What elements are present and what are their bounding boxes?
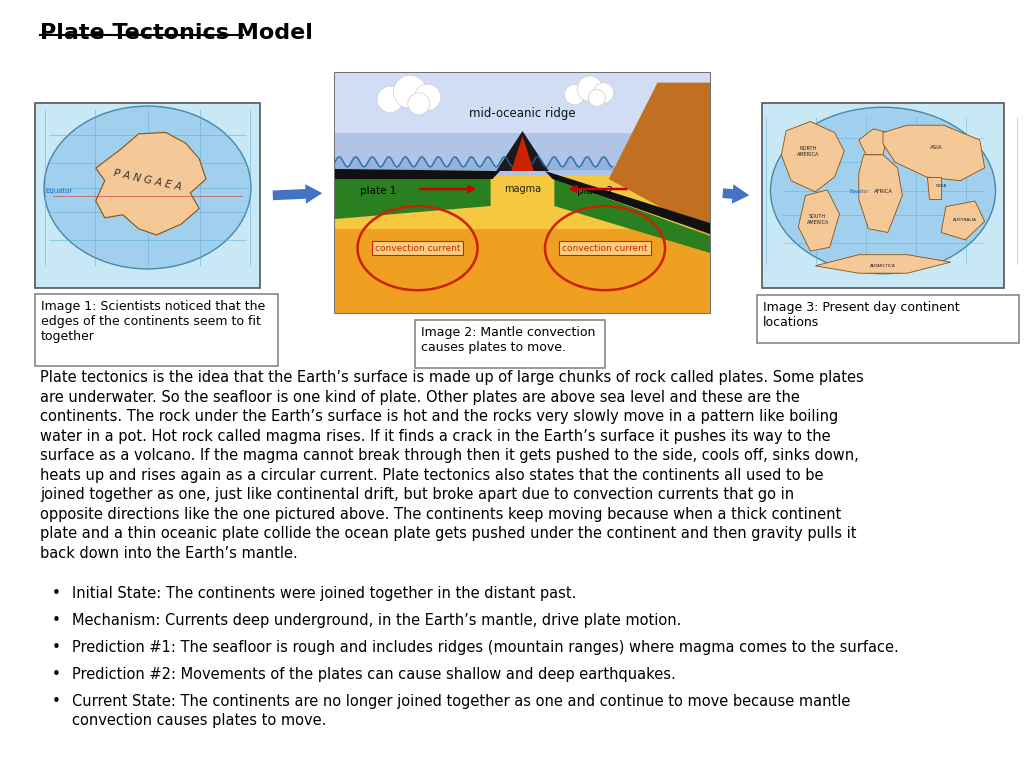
Polygon shape bbox=[859, 155, 902, 233]
Text: mid-oceanic ridge: mid-oceanic ridge bbox=[469, 108, 575, 121]
Circle shape bbox=[578, 76, 603, 101]
FancyBboxPatch shape bbox=[757, 295, 1019, 343]
Text: •: • bbox=[52, 586, 60, 601]
Text: Image 1: Scientists noticed that the
edges of the continents seem to fit
togethe: Image 1: Scientists noticed that the edg… bbox=[41, 300, 265, 343]
Polygon shape bbox=[497, 131, 549, 171]
Text: Equator: Equator bbox=[45, 188, 73, 194]
Text: Image 3: Present day continent
locations: Image 3: Present day continent locations bbox=[763, 301, 959, 329]
FancyBboxPatch shape bbox=[762, 103, 1004, 288]
Text: ANTARCTICA: ANTARCTICA bbox=[870, 263, 896, 268]
Polygon shape bbox=[859, 129, 888, 155]
Polygon shape bbox=[781, 121, 844, 192]
Circle shape bbox=[593, 83, 613, 103]
Text: Prediction #1: The seafloor is rough and includes ridges (mountain ranges) where: Prediction #1: The seafloor is rough and… bbox=[72, 640, 899, 655]
Text: AFRICA: AFRICA bbox=[873, 189, 893, 194]
Polygon shape bbox=[554, 179, 710, 253]
Text: SOUTH
AMERICA: SOUTH AMERICA bbox=[807, 214, 828, 225]
Circle shape bbox=[589, 90, 605, 107]
FancyBboxPatch shape bbox=[35, 103, 260, 288]
Text: plate 1: plate 1 bbox=[360, 186, 396, 196]
FancyBboxPatch shape bbox=[335, 176, 710, 229]
Circle shape bbox=[415, 84, 440, 111]
Polygon shape bbox=[941, 201, 985, 240]
Text: Mechanism: Currents deep underground, in the Earth’s mantle, drive plate motion.: Mechanism: Currents deep underground, in… bbox=[72, 613, 681, 628]
FancyBboxPatch shape bbox=[415, 320, 605, 368]
Ellipse shape bbox=[770, 108, 995, 273]
Text: magma: magma bbox=[504, 184, 541, 194]
Polygon shape bbox=[608, 83, 710, 234]
FancyArrowPatch shape bbox=[272, 184, 323, 204]
Polygon shape bbox=[815, 255, 950, 273]
Text: •: • bbox=[52, 613, 60, 628]
Text: Image 2: Mantle convection
causes plates to move.: Image 2: Mantle convection causes plates… bbox=[421, 326, 595, 354]
Text: INDIA: INDIA bbox=[936, 184, 947, 188]
FancyArrowPatch shape bbox=[722, 184, 750, 204]
Polygon shape bbox=[96, 132, 206, 235]
Text: Initial State: The continents were joined together in the distant past.: Initial State: The continents were joine… bbox=[72, 586, 577, 601]
Circle shape bbox=[377, 86, 403, 113]
Text: Plate Tectonics Model: Plate Tectonics Model bbox=[40, 23, 313, 43]
Polygon shape bbox=[335, 169, 500, 179]
Circle shape bbox=[393, 75, 427, 108]
Text: Plate tectonics is the idea that the Earth’s surface is made up of large chunks : Plate tectonics is the idea that the Ear… bbox=[40, 370, 864, 561]
Text: AUSTRALIA: AUSTRALIA bbox=[953, 217, 977, 221]
FancyBboxPatch shape bbox=[335, 73, 710, 133]
Polygon shape bbox=[883, 125, 985, 180]
Polygon shape bbox=[927, 177, 941, 199]
Text: •: • bbox=[52, 640, 60, 655]
Text: convection current: convection current bbox=[562, 243, 648, 253]
Text: Equator: Equator bbox=[849, 189, 868, 194]
Text: ASIA: ASIA bbox=[930, 145, 942, 150]
Text: plate 2: plate 2 bbox=[577, 186, 613, 196]
Text: •: • bbox=[52, 694, 60, 709]
Text: NORTH
AMERICA: NORTH AMERICA bbox=[797, 146, 819, 157]
Text: Current State: The continents are no longer joined together as one and continue : Current State: The continents are no lon… bbox=[72, 694, 850, 728]
Polygon shape bbox=[799, 190, 840, 251]
Ellipse shape bbox=[44, 106, 251, 269]
Circle shape bbox=[564, 84, 585, 104]
Polygon shape bbox=[511, 136, 534, 171]
FancyBboxPatch shape bbox=[335, 188, 710, 313]
Polygon shape bbox=[335, 179, 490, 219]
FancyBboxPatch shape bbox=[335, 73, 710, 313]
FancyBboxPatch shape bbox=[35, 294, 278, 366]
Text: •: • bbox=[52, 667, 60, 682]
Polygon shape bbox=[545, 171, 710, 234]
FancyBboxPatch shape bbox=[335, 73, 710, 188]
Text: P A N G A E A: P A N G A E A bbox=[113, 169, 182, 193]
Text: Prediction #2: Movements of the plates can cause shallow and deep earthquakes.: Prediction #2: Movements of the plates c… bbox=[72, 667, 676, 682]
Circle shape bbox=[408, 93, 430, 114]
Text: convection current: convection current bbox=[375, 243, 460, 253]
